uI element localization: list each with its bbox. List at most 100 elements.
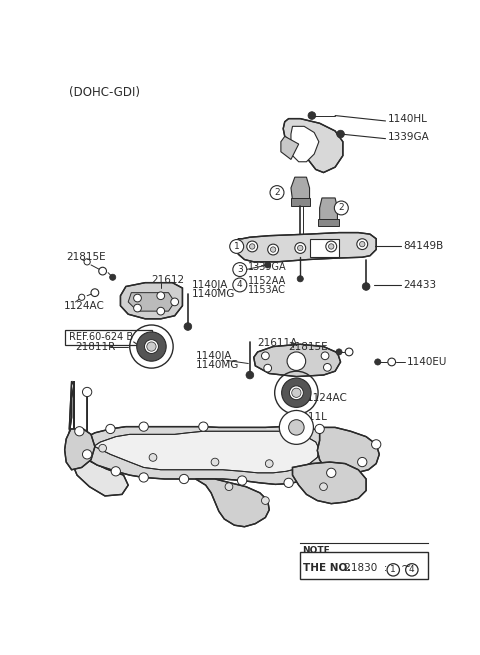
Text: 21611A: 21611A (258, 338, 298, 348)
Text: 1140HL: 1140HL (388, 113, 428, 124)
Polygon shape (320, 198, 337, 223)
Polygon shape (254, 345, 340, 377)
Polygon shape (69, 381, 128, 496)
Circle shape (357, 239, 368, 250)
Text: 1124AC: 1124AC (306, 393, 348, 403)
Circle shape (75, 426, 84, 436)
Polygon shape (128, 293, 175, 311)
Circle shape (246, 371, 254, 379)
Text: ~: ~ (401, 560, 411, 573)
FancyBboxPatch shape (300, 552, 428, 579)
Text: 24433: 24433 (403, 280, 436, 290)
Circle shape (298, 246, 303, 251)
Circle shape (360, 242, 365, 247)
Circle shape (238, 476, 247, 485)
Circle shape (297, 276, 303, 282)
Circle shape (320, 483, 327, 491)
Circle shape (406, 564, 418, 576)
Polygon shape (65, 429, 95, 470)
Circle shape (321, 352, 329, 360)
Circle shape (147, 342, 156, 351)
Circle shape (282, 378, 311, 407)
Circle shape (250, 244, 255, 249)
Circle shape (326, 241, 336, 252)
Circle shape (362, 283, 370, 290)
Circle shape (157, 307, 165, 315)
Text: 21815E: 21815E (66, 252, 106, 262)
Circle shape (387, 564, 399, 576)
Circle shape (157, 292, 165, 299)
Circle shape (211, 458, 219, 466)
Circle shape (358, 457, 367, 466)
Circle shape (262, 496, 269, 504)
Circle shape (149, 454, 157, 461)
Circle shape (268, 244, 278, 255)
Text: 2: 2 (274, 188, 280, 197)
Polygon shape (281, 136, 299, 159)
Circle shape (225, 483, 233, 491)
Circle shape (288, 420, 304, 435)
Circle shape (336, 130, 345, 138)
Circle shape (315, 424, 324, 434)
Text: 1140MG: 1140MG (192, 290, 235, 299)
Circle shape (111, 466, 120, 476)
Circle shape (109, 274, 116, 280)
Polygon shape (87, 390, 320, 473)
Polygon shape (317, 428, 379, 473)
Text: 1140JA: 1140JA (196, 351, 232, 361)
Text: 21811R: 21811R (75, 341, 116, 352)
Circle shape (171, 298, 179, 306)
Circle shape (335, 201, 348, 215)
Circle shape (287, 352, 306, 371)
Text: 1339GA: 1339GA (388, 132, 430, 142)
Circle shape (139, 422, 148, 431)
Circle shape (336, 349, 342, 355)
Circle shape (83, 387, 92, 397)
Text: 1339GA: 1339GA (248, 262, 287, 272)
Circle shape (230, 240, 244, 253)
Circle shape (199, 422, 208, 431)
Circle shape (270, 247, 276, 252)
Circle shape (292, 388, 301, 398)
Text: 3: 3 (237, 265, 243, 274)
Polygon shape (283, 119, 343, 172)
Circle shape (144, 340, 158, 354)
Polygon shape (238, 233, 376, 262)
Text: 1140MG: 1140MG (196, 360, 239, 370)
Circle shape (133, 294, 142, 302)
Circle shape (139, 473, 148, 482)
Circle shape (233, 263, 247, 276)
Text: NOTE: NOTE (302, 546, 330, 555)
Circle shape (308, 112, 316, 119)
Text: 1124AC: 1124AC (64, 301, 105, 310)
Circle shape (99, 444, 107, 452)
Polygon shape (74, 381, 353, 485)
Text: 21815E: 21815E (288, 341, 328, 352)
Circle shape (79, 294, 85, 301)
Circle shape (247, 241, 258, 252)
Circle shape (83, 450, 92, 459)
Text: 1152AA: 1152AA (248, 276, 287, 286)
Circle shape (262, 352, 269, 360)
Polygon shape (318, 219, 339, 227)
Text: 21830  :: 21830 : (340, 563, 387, 573)
Circle shape (265, 460, 273, 468)
Circle shape (279, 411, 313, 444)
Circle shape (295, 242, 306, 253)
Circle shape (388, 358, 396, 365)
Polygon shape (291, 198, 310, 206)
Circle shape (106, 424, 115, 434)
Text: 4: 4 (237, 280, 242, 290)
Text: 1: 1 (390, 565, 396, 574)
Text: THE NO.: THE NO. (302, 563, 350, 573)
Circle shape (91, 289, 99, 297)
Circle shape (326, 468, 336, 477)
Circle shape (270, 185, 284, 200)
Circle shape (180, 474, 189, 483)
Polygon shape (291, 177, 310, 203)
Circle shape (133, 304, 142, 312)
Polygon shape (310, 239, 339, 257)
Polygon shape (292, 462, 366, 504)
Text: 21612: 21612 (152, 275, 185, 286)
Circle shape (184, 323, 192, 330)
